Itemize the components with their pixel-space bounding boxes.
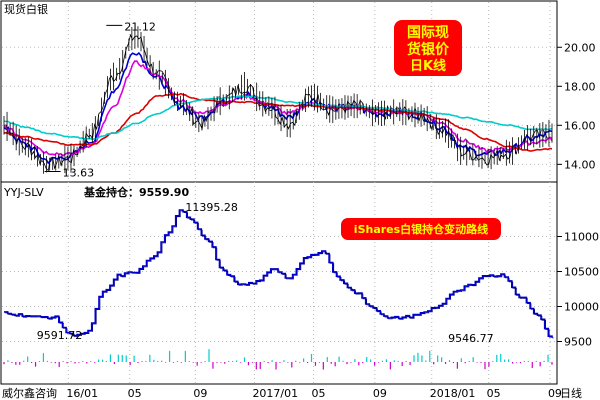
holdings-subtitle: 基金持仓：9559.90: [83, 185, 189, 199]
x-tick-label: 05: [312, 387, 326, 400]
holdings-series: [4, 209, 554, 339]
y-tick-label: 14.00: [564, 158, 596, 171]
x-tick-label: 2017/01: [252, 387, 298, 400]
holdings-badge: iShares白银持仓变动路线: [341, 218, 501, 240]
x-tick-label: 09: [548, 387, 562, 400]
y-tick-label: 16.00: [564, 119, 596, 132]
x-tick-label: 09: [193, 387, 207, 400]
annotations: 21.12 13.63 11395.28 9591.72 9546.77: [37, 20, 494, 345]
y-tick-label: 11000: [564, 231, 599, 244]
holdings-series-line: [4, 209, 553, 338]
holdings-series-shadow: [5, 210, 554, 339]
annotation-holdings-high: 11395.28: [185, 201, 238, 214]
annotation-high: 21.12: [124, 20, 156, 33]
y-tick-label: 20.00: [564, 41, 596, 54]
x-tick-label: 05: [487, 387, 501, 400]
holdings-chart-title: YYJ-SLV: [3, 186, 44, 199]
price-panel-frame: [0, 0, 558, 183]
annotation-holdings-low: 9591.72: [37, 329, 83, 342]
price-chart-title: 现货白银: [4, 2, 48, 16]
annotation-holdings-end: 9546.77: [448, 332, 494, 345]
x-axis-suffix: 日线: [560, 386, 582, 400]
x-tick-label: 16/01: [66, 387, 98, 400]
badge-line-3: 日K线: [410, 58, 446, 74]
y-tick-label: 10500: [564, 266, 599, 279]
x-axis: 威尔鑫咨询 日线 16/01 05 09 2017/01 05 09 2018/01 05 09…: [2, 386, 582, 400]
volume-bars: [3, 349, 553, 370]
annotation-low: 13.63: [63, 167, 95, 180]
y-tick-label: 9500: [564, 336, 592, 349]
badge-line-2: 货银价: [406, 41, 450, 58]
source-label: 威尔鑫咨询: [2, 386, 57, 400]
x-tick-label: 05: [128, 387, 142, 400]
y-tick-label: 10000: [564, 301, 599, 314]
badge-line-1: 国际现: [407, 25, 449, 41]
y-tick-label: 18.00: [564, 80, 596, 93]
holdings-y-ticks: 9500 10000 10500 11000: [557, 231, 599, 349]
holdings-panel-frame: [0, 181, 558, 385]
x-tick-label: 09: [373, 387, 387, 400]
holdings-gridlines: [2, 236, 556, 342]
price-badge: 国际现 货银价 日K线: [394, 20, 462, 76]
price-y-ticks: 14.00 16.00 18.00 20.00: [557, 41, 596, 171]
x-tick-label: 2018/01: [430, 387, 476, 400]
price-series: [3, 22, 553, 174]
holdings-badge-text: iShares白银持仓变动路线: [354, 222, 488, 236]
